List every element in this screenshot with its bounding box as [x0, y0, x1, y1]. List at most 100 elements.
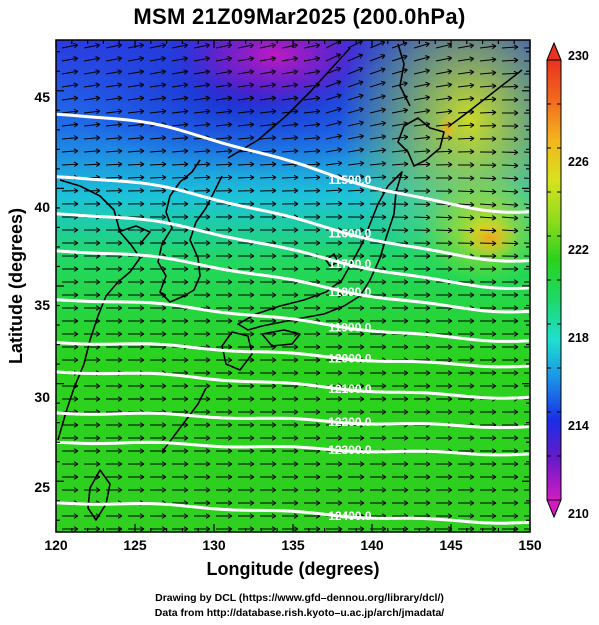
wind-arrow [501, 97, 519, 103]
wind-arrow [215, 69, 233, 75]
wind-arrow [435, 82, 453, 88]
wind-arrow [325, 200, 343, 207]
wind-arrow [83, 56, 101, 62]
wind-arrow [128, 526, 145, 532]
wind-arrow [84, 357, 101, 363]
x-tick-label: 145 [439, 537, 463, 553]
wind-arrow [260, 214, 277, 220]
wind-arrow [435, 69, 453, 75]
wind-arrow [61, 56, 79, 62]
wind-arrow [172, 240, 189, 246]
wind-arrow [303, 201, 321, 207]
coast-china [57, 179, 141, 441]
wind-arrow [436, 318, 453, 324]
wind-arrow [457, 43, 475, 49]
wind-arrow [282, 240, 299, 246]
wind-arrow [304, 461, 321, 467]
x-tick-label: 125 [123, 537, 147, 553]
wind-arrow [171, 42, 189, 49]
wind-arrow [128, 435, 145, 441]
wind-arrow [524, 424, 530, 426]
wind-arrow [61, 201, 79, 207]
contour-line [56, 440, 530, 457]
contour-label: 11500.0 [329, 173, 372, 187]
wind-arrow [215, 135, 233, 141]
wind-arrow [150, 396, 167, 402]
wind-arrow [524, 346, 530, 348]
wind-arrow [128, 513, 145, 519]
wind-arrow [524, 359, 530, 361]
wind-arrow [194, 370, 211, 376]
wind-arrow [436, 513, 453, 519]
wind-arrow [282, 227, 299, 233]
wind-arrow [391, 227, 409, 233]
wind-arrow [194, 383, 211, 389]
wind-arrow [304, 305, 321, 311]
wind-arrow [501, 149, 519, 156]
wind-arrow [215, 108, 233, 115]
wind-arrow [457, 148, 475, 155]
wind-arrow [237, 69, 255, 75]
wind-arrow [480, 448, 497, 454]
wind-arrow [282, 266, 299, 272]
wind-arrow [348, 396, 365, 402]
wind-arrow [523, 255, 530, 257]
wind-arrow [238, 396, 255, 402]
wind-arrow [150, 422, 167, 428]
wind-arrow [61, 135, 79, 141]
wind-arrow [62, 240, 79, 246]
wind-arrow [172, 487, 189, 493]
wind-arrow [435, 214, 453, 221]
wind-arrow [326, 266, 343, 272]
wind-arrow [369, 54, 386, 62]
wind-arrow [435, 95, 453, 101]
wind-arrow [480, 383, 497, 389]
wind-arrow [259, 108, 277, 115]
wind-arrow [238, 435, 255, 441]
wind-arrow [458, 487, 475, 493]
wind-arrow [502, 266, 519, 272]
wind-arrow [62, 227, 79, 233]
wind-arrow [303, 56, 321, 62]
wind-arrow [84, 227, 101, 233]
wind-arrow [480, 500, 497, 506]
wind-arrow [458, 435, 475, 441]
wind-arrow [260, 370, 277, 376]
wind-arrow [524, 489, 530, 491]
wind-arrow [282, 409, 299, 415]
wind-arrow [62, 461, 79, 467]
wind-arrow [281, 135, 299, 141]
coast-honshu [237, 171, 403, 331]
colorbar: 210 214 218 222 226 230 [546, 41, 589, 521]
wind-arrow [436, 487, 453, 493]
wind-arrow [479, 83, 497, 89]
wind-arrow [128, 292, 145, 298]
wind-arrow [523, 138, 530, 140]
wind-arrow [501, 175, 519, 182]
wind-arrow [304, 526, 321, 532]
wind-arrow [150, 305, 167, 311]
wind-arrow [62, 487, 79, 493]
wind-arrow [523, 203, 530, 206]
wind-arrow [523, 242, 530, 244]
wind-arrow [150, 383, 167, 389]
wind-arrow [414, 526, 431, 532]
wind-arrow [479, 122, 497, 129]
wind-arrow [523, 60, 530, 62]
wind-arrow [260, 357, 277, 363]
wind-arrow [325, 93, 342, 101]
wind-arrow [216, 279, 233, 285]
wind-arrow [392, 487, 409, 493]
wind-arrow [303, 95, 321, 101]
wind-arrow [105, 108, 123, 115]
wind-arrow [523, 86, 530, 88]
wind-arrow [194, 526, 211, 532]
wind-arrow [457, 96, 475, 102]
wind-arrow [282, 344, 299, 350]
wind-arrow [216, 253, 233, 259]
wind-arrow [347, 80, 364, 88]
wind-arrow [282, 487, 299, 493]
wind-arrow [369, 67, 386, 75]
wind-arrow [413, 41, 430, 49]
wind-arrow [172, 214, 189, 220]
